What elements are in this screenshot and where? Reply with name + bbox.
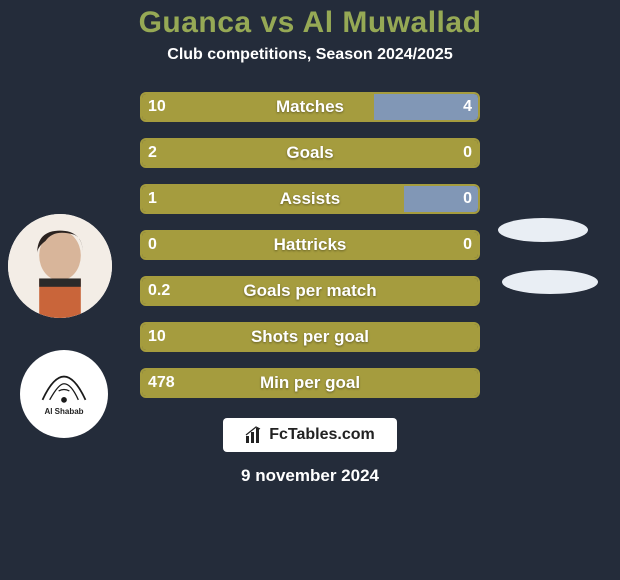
- stat-row: Goals20: [0, 138, 620, 168]
- stats-area: Al Shabab Matches104Goals20Assists10Hatt…: [0, 92, 620, 398]
- brand-badge: FcTables.com: [223, 418, 397, 452]
- stat-value-right: [140, 322, 480, 352]
- comparison-title: Guanca vs Al Muwallad: [0, 0, 620, 40]
- stat-row: Assists10: [0, 184, 620, 214]
- stat-value-right: 0: [140, 184, 480, 214]
- stat-row: Matches104: [0, 92, 620, 122]
- stat-value-right: 4: [140, 92, 480, 122]
- stat-value-right: 0: [140, 138, 480, 168]
- stat-value-right: [140, 276, 480, 306]
- brand-label: FcTables.com: [269, 426, 375, 444]
- stat-row: Goals per match0.2: [0, 276, 620, 306]
- club-badge-label: Al Shabab: [44, 407, 83, 416]
- stat-value-right: 0: [140, 230, 480, 260]
- chart-icon: [245, 426, 263, 444]
- stat-row: Hattricks00: [0, 230, 620, 260]
- stat-row: Shots per goal10: [0, 322, 620, 352]
- footer-date: 9 november 2024: [0, 466, 620, 486]
- stat-value-right: [140, 368, 480, 398]
- stat-row: Min per goal478: [0, 368, 620, 398]
- comparison-subtitle: Club competitions, Season 2024/2025: [0, 46, 620, 64]
